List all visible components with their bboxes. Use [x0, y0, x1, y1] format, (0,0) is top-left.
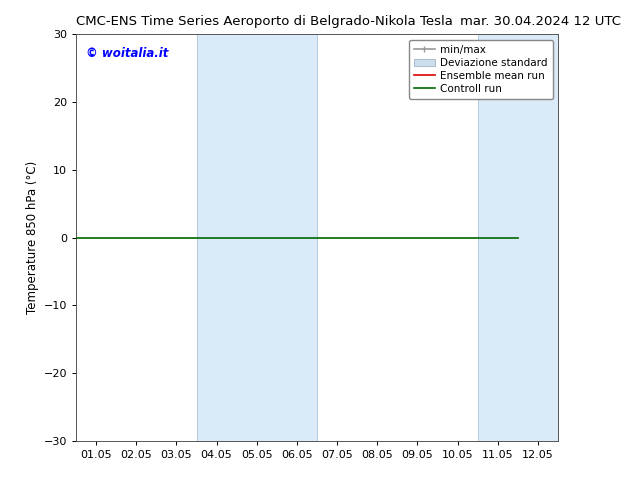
Text: © woitalia.it: © woitalia.it — [86, 47, 168, 59]
Text: mar. 30.04.2024 12 UTC: mar. 30.04.2024 12 UTC — [460, 15, 621, 28]
Bar — [477, 34, 598, 441]
Bar — [197, 34, 317, 441]
Legend: min/max, Deviazione standard, Ensemble mean run, Controll run: min/max, Deviazione standard, Ensemble m… — [409, 40, 553, 99]
Text: CMC-ENS Time Series Aeroporto di Belgrado-Nikola Tesla: CMC-ENS Time Series Aeroporto di Belgrad… — [76, 15, 453, 28]
Y-axis label: Temperature 850 hPa (°C): Temperature 850 hPa (°C) — [27, 161, 39, 314]
